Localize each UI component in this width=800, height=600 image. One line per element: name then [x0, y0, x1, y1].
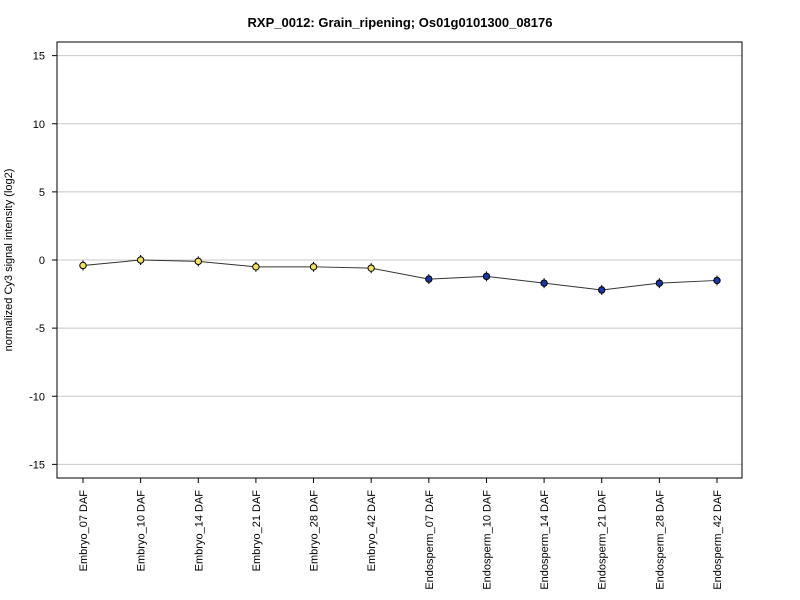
chart-title: RXP_0012: Grain_ripening; Os01g0101300_0… [248, 15, 553, 30]
data-point [482, 272, 491, 281]
data-point [194, 257, 202, 266]
y-axis: -15 -10 -5 0 5 10 15 [29, 51, 57, 471]
data-point [136, 256, 145, 264]
x-tick-label: Embryo_42 DAF [366, 490, 378, 572]
x-tick-label: Embryo_14 DAF [193, 490, 205, 572]
y-tick-label: -10 [29, 391, 45, 403]
x-tick-label: Endosperm_42 DAF [712, 490, 724, 590]
x-tick-label: Embryo_28 DAF [309, 490, 321, 572]
data-point [367, 264, 375, 272]
data-point [655, 279, 664, 287]
data-point [252, 263, 260, 271]
gridlines [57, 55, 742, 465]
y-tick-label: 10 [33, 119, 45, 131]
x-tick-label: Embryo_07 DAF [78, 490, 90, 572]
data-point [540, 279, 548, 287]
x-tick-label: Embryo_21 DAF [251, 490, 263, 572]
data-point [79, 261, 87, 270]
x-tick-label: Endosperm_28 DAF [654, 490, 666, 590]
y-axis-label: normalized Cy3 signal intensity (log2) [3, 169, 15, 352]
y-tick-label: 5 [39, 187, 45, 199]
x-tick-label: Embryo_10 DAF [136, 490, 148, 572]
data-point [713, 276, 721, 285]
y-tick-label: -5 [35, 323, 45, 335]
data-point [309, 263, 318, 271]
x-tick-label: Endosperm_21 DAF [597, 490, 609, 590]
data-point [425, 275, 433, 283]
data-point [598, 286, 606, 294]
y-tick-label: 0 [39, 255, 45, 267]
x-tick-label: Endosperm_14 DAF [539, 490, 551, 590]
x-tick-label: Endosperm_07 DAF [424, 490, 436, 590]
series-line [82, 259, 718, 291]
y-tick-label: -15 [29, 459, 45, 471]
x-axis: Embryo_07 DAF Embryo_10 DAF Embryo_14 DAF E… [78, 478, 724, 590]
y-tick-label: 15 [33, 51, 45, 63]
x-tick-label: Endosperm_10 DAF [481, 490, 493, 590]
data-series [79, 255, 721, 295]
